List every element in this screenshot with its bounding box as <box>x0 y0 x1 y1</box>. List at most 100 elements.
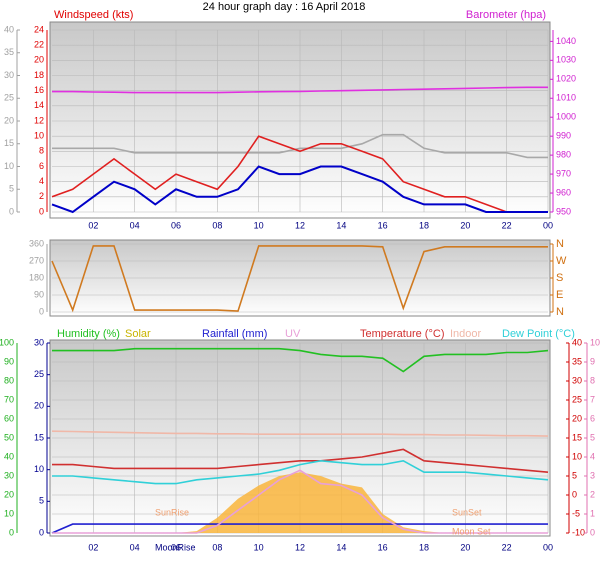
tick-label: 18 <box>34 70 44 80</box>
tick-label: 20 <box>34 401 44 411</box>
tick-label: 35 <box>572 356 582 366</box>
tick-label: N <box>556 306 564 318</box>
tick-label: 10 <box>572 451 582 461</box>
annotation: SunSet <box>452 507 482 517</box>
tick-label: 25 <box>4 93 14 103</box>
tick-label: 20 <box>4 489 14 499</box>
tick-label: 1020 <box>556 74 576 84</box>
tick-label: 70 <box>4 394 14 404</box>
x-tick-label: 20 <box>460 542 470 552</box>
legend-label: Rainfall (mm) <box>202 328 267 340</box>
tick-label: 12 <box>34 115 44 125</box>
tick-label: 20 <box>572 413 582 423</box>
tick-label: 25 <box>572 394 582 404</box>
tick-label: 22 <box>34 40 44 50</box>
x-tick-label: 20 <box>460 220 470 230</box>
x-tick-label: 22 <box>502 220 512 230</box>
annotation: MoonRise <box>155 542 196 552</box>
tick-label: -5 <box>572 508 580 518</box>
tick-label: 9 <box>590 356 595 366</box>
legend-label: Dew Point (°C) <box>502 328 575 340</box>
tick-label: 30 <box>572 375 582 385</box>
legend-label: Temperature (°C) <box>360 328 444 340</box>
series-line <box>51 135 548 213</box>
tick-label: 5 <box>590 432 595 442</box>
tick-label: 6 <box>590 413 595 423</box>
tick-label: 180 <box>29 272 44 282</box>
tick-label: 10 <box>590 337 600 347</box>
tick-label: 0 <box>590 527 595 537</box>
x-tick-label: 16 <box>378 542 388 552</box>
legend-label: Humidity (%) <box>57 328 120 340</box>
legend-label: Indoor <box>450 328 482 340</box>
tick-label: 14 <box>34 100 44 110</box>
tick-label: 980 <box>556 150 571 160</box>
tick-label: 50 <box>4 432 14 442</box>
x-tick-label: 18 <box>419 220 429 230</box>
tick-label: 90 <box>34 289 44 299</box>
tick-label: 90 <box>4 356 14 366</box>
y-label: Windspeed (kts) <box>54 9 133 21</box>
legend-label: UV <box>285 328 301 340</box>
chart-title: 24 hour graph day : 16 April 2018 <box>203 1 366 13</box>
tick-label: 80 <box>4 375 14 385</box>
x-tick-label: 00 <box>543 542 553 552</box>
series-line <box>51 245 548 313</box>
tick-label: 15 <box>4 138 14 148</box>
tick-label: 30 <box>34 337 44 347</box>
tick-label: 25 <box>34 369 44 379</box>
series-area <box>52 472 548 533</box>
tick-label: 30 <box>4 70 14 80</box>
tick-label: 100 <box>0 337 14 347</box>
tick-label: 20 <box>34 55 44 65</box>
series-line <box>52 86 548 94</box>
tick-label: S <box>556 272 563 284</box>
tick-label: 5 <box>572 470 577 480</box>
tick-label: 30 <box>4 470 14 480</box>
x-tick-label: 00 <box>543 220 553 230</box>
tick-label: 1030 <box>556 55 576 65</box>
tick-label: 1 <box>590 508 595 518</box>
tick-label: 24 <box>34 24 44 34</box>
series-line <box>51 430 549 437</box>
tick-label: 2 <box>39 191 44 201</box>
tick-label: 0 <box>39 527 44 537</box>
series-line <box>52 459 549 485</box>
tick-label: 950 <box>556 206 571 216</box>
x-tick-label: 12 <box>295 542 305 552</box>
series-line <box>52 469 548 534</box>
tick-label: 10 <box>4 508 14 518</box>
tick-label: 1040 <box>556 36 576 46</box>
tick-label: 7 <box>590 394 595 404</box>
series-line <box>52 133 548 159</box>
tick-label: 60 <box>4 413 14 423</box>
legend-label: Solar <box>125 328 151 340</box>
series-line <box>52 347 549 373</box>
tick-label: 5 <box>9 184 14 194</box>
tick-label: 0 <box>9 206 14 216</box>
tick-label: 35 <box>4 47 14 57</box>
tick-label: 0 <box>572 489 577 499</box>
series-line <box>51 523 548 534</box>
tick-label: 960 <box>556 187 571 197</box>
tick-label: 1000 <box>556 112 576 122</box>
tick-label: -10 <box>572 527 585 537</box>
tick-label: 40 <box>4 24 14 34</box>
tick-label: 0 <box>39 206 44 216</box>
annotation: Moon Set <box>452 526 491 536</box>
tick-label: 20 <box>4 115 14 125</box>
tick-label: 40 <box>4 451 14 461</box>
tick-label: 2 <box>590 489 595 499</box>
x-tick-label: 14 <box>336 220 346 230</box>
tick-label: 10 <box>34 464 44 474</box>
x-tick-label: 16 <box>378 220 388 230</box>
x-tick-label: 22 <box>502 542 512 552</box>
tick-label: 360 <box>29 238 44 248</box>
tick-label: 4 <box>590 451 595 461</box>
tick-label: 3 <box>590 470 595 480</box>
y2-label: Barometer (hpa) <box>466 9 546 21</box>
tick-label: 8 <box>39 146 44 156</box>
x-tick-label: 04 <box>130 220 140 230</box>
tick-label: 15 <box>572 432 582 442</box>
